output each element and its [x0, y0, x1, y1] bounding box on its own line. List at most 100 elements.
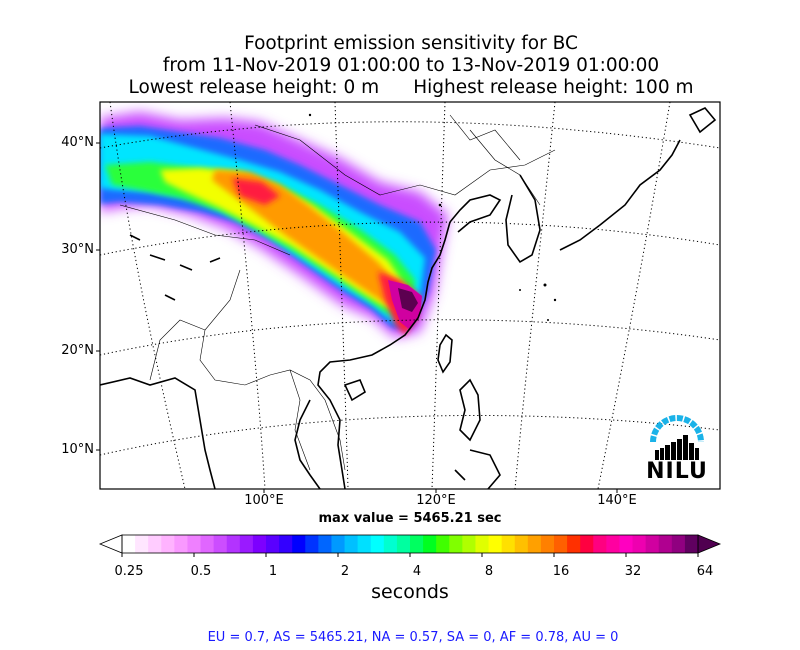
colorbar-segment	[357, 535, 372, 553]
emission-sensitivity-plume	[100, 112, 448, 338]
colorbar-segment	[593, 535, 607, 553]
plume-layer-max	[398, 288, 418, 312]
parallel-20n	[100, 319, 720, 356]
colorbar-segment	[396, 535, 411, 553]
philippines-south	[454, 449, 501, 489]
china-coast	[317, 221, 451, 489]
colorbar-segment	[239, 535, 254, 553]
meridian-90e	[109, 102, 186, 489]
colorbar-segments	[122, 535, 699, 553]
chart-subtitle-release-heights: Lowest release height: 0 m Highest releas…	[11, 77, 800, 99]
colorbar-segment	[370, 535, 385, 553]
korea-coast	[505, 174, 541, 264]
colorbar-tick-label: 0.5	[190, 564, 212, 579]
max-value-label: max value = 5465.21 sec	[318, 511, 502, 526]
colorbar-segment	[540, 535, 555, 553]
nilu-logo: NILU	[645, 412, 709, 484]
meridian-110e	[334, 102, 349, 489]
colorbar-segment	[122, 535, 136, 553]
taiwan	[437, 333, 453, 374]
parallel-30n	[100, 221, 720, 256]
colorbar-segment	[658, 535, 673, 553]
colorbar-tick-label: 4	[412, 564, 422, 579]
indochina-coast	[294, 399, 321, 489]
lon-label-100e: 100°E	[244, 493, 284, 508]
colorbar-segment	[266, 535, 280, 553]
colorbar-segment	[174, 535, 189, 553]
coastlines	[100, 107, 717, 489]
graticule	[100, 102, 720, 489]
colorbar-segment	[383, 535, 398, 553]
colorbar-tick-label: 32	[624, 564, 642, 579]
country-borders	[119, 114, 556, 471]
parallel-10n	[100, 414, 720, 456]
chart-subtitle-period: from 11-Nov-2019 01:00:00 to 13-Nov-2019…	[162, 55, 660, 76]
small-islands	[308, 113, 557, 321]
colorbar-segment	[410, 535, 424, 553]
colorbar-tick-label: 1	[268, 564, 278, 579]
plume-layer-green	[105, 162, 415, 318]
lat-label-10n: 10°N	[61, 442, 94, 457]
lat-label-40n: 40°N	[61, 135, 94, 150]
meridian-100e	[229, 102, 266, 489]
colorbar	[98, 534, 722, 557]
colorbar-segment	[161, 535, 175, 553]
nilu-logo-text: NILU	[646, 459, 708, 484]
colorbar-segment	[226, 535, 241, 553]
colorbar-unit-label: seconds	[371, 581, 449, 603]
bohai-coast	[449, 194, 502, 233]
bay-of-bengal-coast	[100, 377, 216, 489]
map-content	[100, 102, 720, 489]
colorbar-segment	[645, 535, 660, 553]
colorbar-tick-label: 2	[340, 564, 350, 579]
colorbar-segment	[318, 535, 333, 553]
chart-title: Footprint emission sensitivity for BC	[244, 33, 578, 54]
colorbar-tick-label: 8	[484, 564, 494, 579]
colorbar-tick-label: 0.25	[114, 564, 144, 579]
colorbar-segment	[632, 535, 647, 553]
colorbar-segment	[567, 535, 581, 553]
colorbar-segment	[462, 535, 477, 553]
colorbar-segment	[671, 535, 686, 553]
colorbar-segment	[135, 535, 149, 553]
colorbar-segment	[501, 535, 516, 553]
colorbar-segment	[488, 535, 503, 553]
colorbar-segment	[344, 535, 359, 553]
colorbar-segment	[475, 535, 490, 553]
parallel-40n	[100, 121, 720, 149]
colorbar-segment	[331, 535, 346, 553]
colorbar-segment	[684, 535, 699, 553]
hainan	[343, 379, 367, 402]
lat-label-20n: 20°N	[61, 343, 94, 358]
colorbar-segment	[252, 535, 267, 553]
japan-kyushu-honshu	[559, 139, 681, 251]
lat-label-30n: 30°N	[61, 242, 94, 257]
colorbar-segment	[213, 535, 228, 553]
colorbar-segment	[580, 535, 594, 553]
colorbar-segment	[449, 535, 463, 553]
axis-ticks	[96, 142, 618, 493]
lon-label-120e: 120°E	[416, 493, 456, 508]
colorbar-segment	[148, 535, 162, 553]
lowest-release-height: Lowest release height: 0 m	[128, 77, 380, 98]
map-frame	[99, 101, 721, 490]
colorbar-segment	[187, 535, 202, 553]
colorbar-segment	[423, 535, 437, 553]
regional-totals: EU = 0.7, AS = 5465.21, NA = 0.57, SA = …	[207, 630, 619, 645]
colorbar-segment	[527, 535, 542, 553]
colorbar-segment	[619, 535, 634, 553]
colorbar-max-extension	[697, 534, 722, 554]
colorbar-segment	[305, 535, 319, 553]
tibet-lakes	[129, 234, 221, 301]
meridian-130e	[514, 102, 556, 489]
nilu-logo-graphic	[650, 415, 704, 460]
highest-release-height: Highest release height: 100 m	[413, 77, 694, 98]
colorbar-tick-label: 64	[696, 564, 714, 579]
lon-label-140e: 140°E	[597, 493, 637, 508]
colorbar-min-extension	[98, 534, 123, 554]
colorbar-segment	[606, 535, 621, 553]
colorbar-ticks	[121, 553, 699, 557]
colorbar-segment	[279, 535, 293, 553]
philippines-luzon	[459, 378, 481, 442]
